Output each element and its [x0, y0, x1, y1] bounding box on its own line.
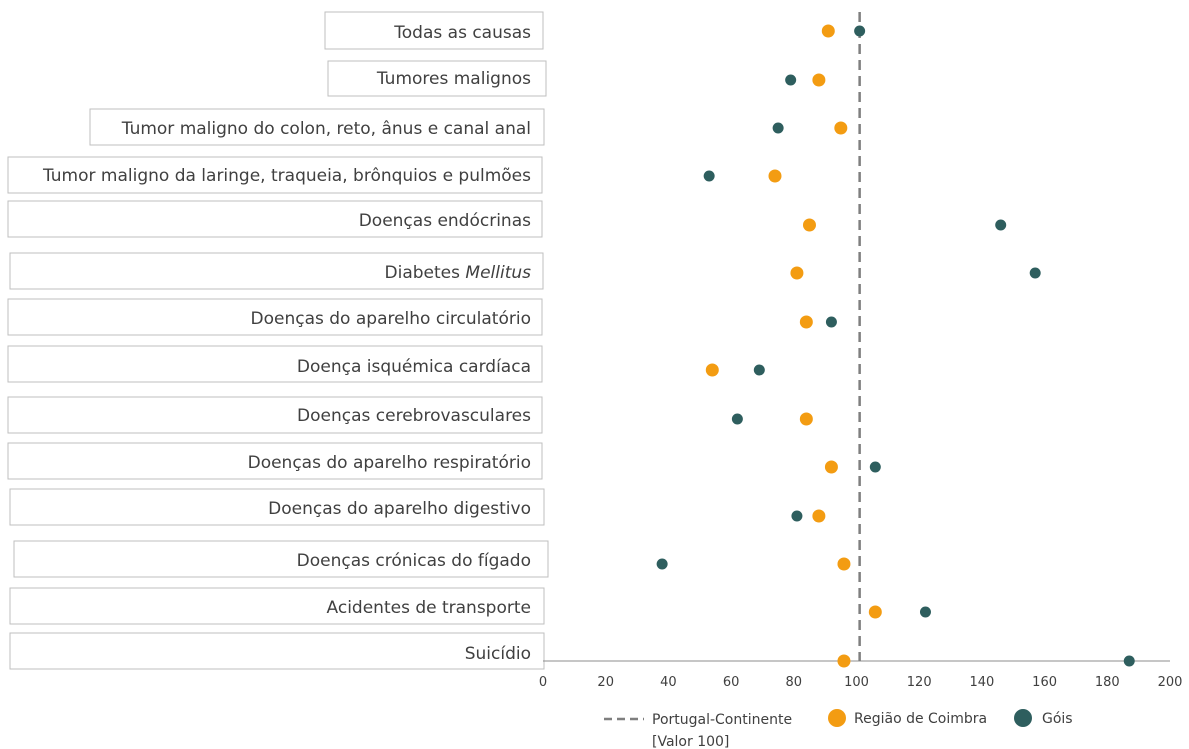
x-tick-label-200: 200 [1158, 675, 1183, 690]
category-box-doencas-do-aparelho-digestivo [9, 488, 545, 526]
point-regiao-de-coimbra-doenca-isquemica-cardiaca [705, 363, 719, 377]
legend-label-gois: Góis [1042, 711, 1073, 727]
category-box-tumores-malignos [327, 60, 547, 97]
category-box-diabetes-mellitus [9, 252, 544, 290]
x-tick-label-80: 80 [786, 675, 803, 690]
category-box-doencas-cerebrovasculares [7, 396, 543, 434]
point-gois-tumores-malignos [785, 74, 797, 86]
category-box-doencas-endocrinas [7, 200, 543, 238]
category-label-doencas-do-aparelho-respiratorio: Doenças do aparelho respiratório [248, 453, 531, 473]
point-gois-doencas-cronicas-do-figado [656, 558, 668, 570]
point-gois-doencas-cerebrovasculares [731, 413, 743, 425]
data-points [656, 24, 1135, 668]
category-label-doencas-endocrinas: Doenças endócrinas [359, 211, 531, 231]
category-box-suicidio [9, 632, 545, 670]
category-box-doencas-do-aparelho-respiratorio [7, 442, 543, 480]
category-label-doencas-do-aparelho-digestivo: Doenças do aparelho digestivo [268, 499, 531, 519]
legend: Portugal-Continente [Valor 100] Região d… [604, 709, 1073, 749]
x-tick-label-0: 0 [539, 675, 547, 690]
legend-swatch-regiao-de-coimbra [828, 709, 846, 727]
point-gois-doencas-do-aparelho-digestivo [791, 510, 803, 522]
point-gois-todas-as-causas [854, 25, 866, 37]
point-regiao-de-coimbra-tumores-malignos [812, 73, 826, 87]
point-regiao-de-coimbra-doencas-cronicas-do-figado [837, 557, 851, 571]
point-regiao-de-coimbra-tumor-maligno-da-laringe-traqueia-bronquios-e-pulmoes [768, 169, 782, 183]
category-label-diabetes-mellitus: Diabetes Mellitus [385, 263, 532, 283]
category-label-doencas-cerebrovasculares: Doenças cerebrovasculares [297, 406, 531, 426]
point-gois-doencas-do-aparelho-circulatorio [825, 316, 837, 328]
point-gois-suicidio [1123, 655, 1135, 667]
x-tick-label-120: 120 [907, 675, 932, 690]
point-gois-acidentes-de-transporte [919, 606, 931, 618]
category-label-doencas-cronicas-do-figado: Doenças crónicas do fígado [297, 551, 531, 571]
point-regiao-de-coimbra-doencas-endocrinas [802, 218, 816, 232]
x-tick-label-40: 40 [660, 675, 677, 690]
x-tick-label-140: 140 [969, 675, 994, 690]
category-label-doenca-isquemica-cardiaca: Doença isquémica cardíaca [297, 357, 531, 377]
legend-swatch-gois [1014, 709, 1032, 727]
category-box-todas-as-causas [324, 11, 544, 50]
point-regiao-de-coimbra-diabetes-mellitus [790, 266, 804, 280]
point-gois-diabetes-mellitus [1029, 267, 1041, 279]
legend-reference-label-1: Portugal-Continente [652, 712, 792, 728]
point-gois-doencas-do-aparelho-respiratorio [869, 461, 881, 473]
legend-label-regiao-de-coimbra: Região de Coimbra [854, 711, 987, 727]
category-box-doencas-cronicas-do-figado [13, 540, 549, 578]
x-tick-label-100: 100 [844, 675, 869, 690]
point-gois-doenca-isquemica-cardiaca [753, 364, 765, 376]
x-tick-label-160: 160 [1032, 675, 1057, 690]
x-tick-label-20: 20 [597, 675, 614, 690]
x-tick-label-180: 180 [1095, 675, 1120, 690]
category-box-doenca-isquemica-cardiaca [7, 345, 543, 383]
point-gois-tumor-maligno-do-colon-reto-anus-e-canal-anal [772, 122, 784, 134]
point-gois-doencas-endocrinas [995, 219, 1007, 231]
category-label-acidentes-de-transporte: Acidentes de transporte [327, 598, 531, 618]
category-label-tumor-maligno-do-colon-reto-anus-e-canal-anal: Tumor maligno do colon, reto, ânus e can… [121, 119, 531, 139]
point-regiao-de-coimbra-doencas-do-aparelho-digestivo [812, 509, 826, 523]
x-tick-label-60: 60 [723, 675, 740, 690]
point-regiao-de-coimbra-suicidio [837, 654, 851, 668]
category-box-acidentes-de-transporte [9, 587, 545, 625]
x-axis: 0 20 40 60 80 100 120 140 160 180 200 [539, 660, 1183, 690]
category-label-tumor-maligno-da-laringe-traqueia-bronquios-e-pulmoes: Tumor maligno da laringe, traqueia, brôn… [42, 166, 531, 186]
point-regiao-de-coimbra-tumor-maligno-do-colon-reto-anus-e-canal-anal [834, 121, 848, 135]
point-regiao-de-coimbra-doencas-do-aparelho-respiratorio [824, 460, 838, 474]
point-gois-tumor-maligno-da-laringe-traqueia-bronquios-e-pulmoes [703, 170, 715, 182]
point-regiao-de-coimbra-acidentes-de-transporte [868, 605, 882, 619]
point-regiao-de-coimbra-doencas-do-aparelho-circulatorio [799, 315, 813, 329]
category-box-tumor-maligno-da-laringe-traqueia-bronquios-e-pulmoes [7, 156, 543, 194]
point-regiao-de-coimbra-todas-as-causas [821, 24, 835, 38]
category-label-doencas-do-aparelho-circulatorio: Doenças do aparelho circulatório [251, 309, 531, 329]
point-regiao-de-coimbra-doencas-cerebrovasculares [799, 412, 813, 426]
legend-reference-label-2: [Valor 100] [652, 734, 729, 749]
category-box-doencas-do-aparelho-circulatorio [7, 298, 543, 336]
category-labels: Todas as causas Tumores malignos Tumor mal… [7, 11, 549, 670]
category-box-tumor-maligno-do-colon-reto-anus-e-canal-anal [89, 108, 545, 146]
category-label-tumores-malignos: Tumores malignos [376, 69, 531, 89]
category-label-suicidio: Suicídio [465, 644, 531, 664]
category-label-todas-as-causas: Todas as causas [393, 23, 531, 43]
